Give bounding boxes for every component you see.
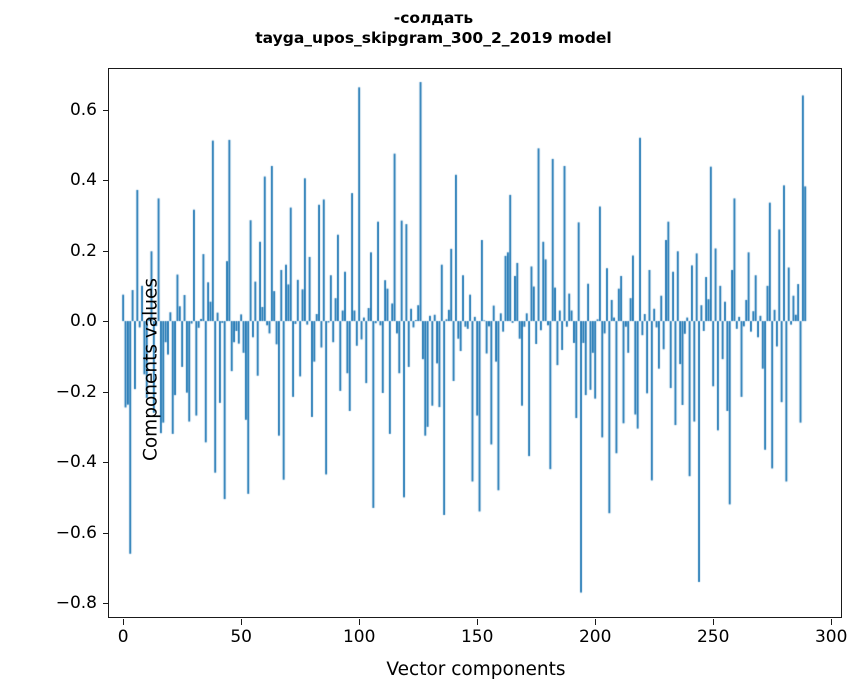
y-axis-tick-mark [102, 532, 109, 534]
chart-title-line-2: tayga_upos_skipgram_300_2_2019 model [255, 29, 612, 47]
y-axis-tick-label: 0.4 [69, 170, 97, 191]
x-axis-tick-mark [595, 619, 597, 626]
x-axis-tick-mark [359, 619, 361, 626]
x-axis-tick-label: 150 [460, 627, 494, 647]
x-axis-tick-label: 200 [578, 627, 612, 647]
y-axis-label: Components values [140, 277, 162, 462]
x-axis-tick-label: 100 [342, 627, 376, 647]
chart-title: -солдать tayga_upos_skipgram_300_2_2019 … [0, 8, 867, 48]
plot-axes: 0.6 0.4 0.2 0.0 −0.2 −0.4 −0.6 −0.8 0 50 100 150 20… [56, 68, 847, 680]
x-axis-tick-mark [123, 619, 125, 626]
x-axis-tick-label: 50 [230, 627, 252, 647]
bar-series-canvas [109, 69, 843, 619]
y-axis-tick-label: −0.2 [55, 381, 97, 402]
y-axis-tick-mark [102, 180, 109, 182]
y-axis-tick-mark [102, 462, 109, 464]
x-axis-tick-mark [831, 619, 833, 626]
x-axis-tick-mark [241, 619, 243, 626]
x-axis-tick-label: 300 [814, 627, 848, 647]
y-axis-tick-mark [102, 391, 109, 393]
y-axis-tick-label: −0.4 [55, 452, 97, 473]
y-axis-tick-mark [102, 109, 109, 111]
x-axis-tick-mark [713, 619, 715, 626]
y-axis-tick-label: −0.8 [55, 593, 97, 614]
x-axis-tick-label: 250 [696, 627, 730, 647]
y-axis-tick-mark [102, 321, 109, 323]
chart-title-line-1: -солдать [393, 9, 474, 27]
y-axis-tick-label: 0.2 [69, 240, 97, 261]
y-axis-tick-label: 0.6 [69, 99, 97, 120]
x-axis-tick-label: 0 [117, 627, 129, 647]
y-axis-tick-label: −0.6 [55, 522, 97, 543]
x-axis-label: Vector components [386, 659, 566, 680]
x-axis-tick-mark [477, 619, 479, 626]
y-axis-tick-mark [102, 603, 109, 605]
y-axis-tick-label: 0.0 [69, 311, 97, 332]
y-axis-tick-mark [102, 250, 109, 252]
